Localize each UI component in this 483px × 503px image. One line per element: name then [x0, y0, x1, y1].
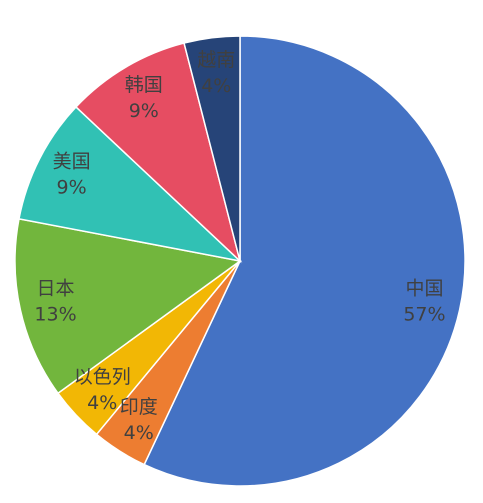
pie-slice [18, 105, 243, 263]
slice-label: 以色列 [74, 366, 131, 388]
slice-label: 印度 [120, 396, 158, 418]
slice-label: 韩国 [125, 74, 163, 96]
slice-value-label: 13% [34, 304, 76, 326]
slice-label: 日本 [37, 278, 75, 300]
slice-value-label: 9% [129, 100, 159, 122]
slice-value-label: 9% [57, 177, 87, 199]
pie-slice [14, 217, 242, 395]
slice-value-label: 4% [201, 75, 231, 97]
slice-label: 美国 [53, 151, 91, 173]
slice-label: 越南 [197, 49, 235, 71]
slice-value-label: 4% [124, 422, 154, 444]
pie-slice [74, 42, 242, 264]
pie-slice [143, 35, 466, 487]
slice-value-label: 4% [87, 392, 117, 414]
slice-value-label: 57% [403, 304, 445, 326]
pie-slice [183, 35, 241, 262]
slice-label: 中国 [405, 278, 443, 300]
